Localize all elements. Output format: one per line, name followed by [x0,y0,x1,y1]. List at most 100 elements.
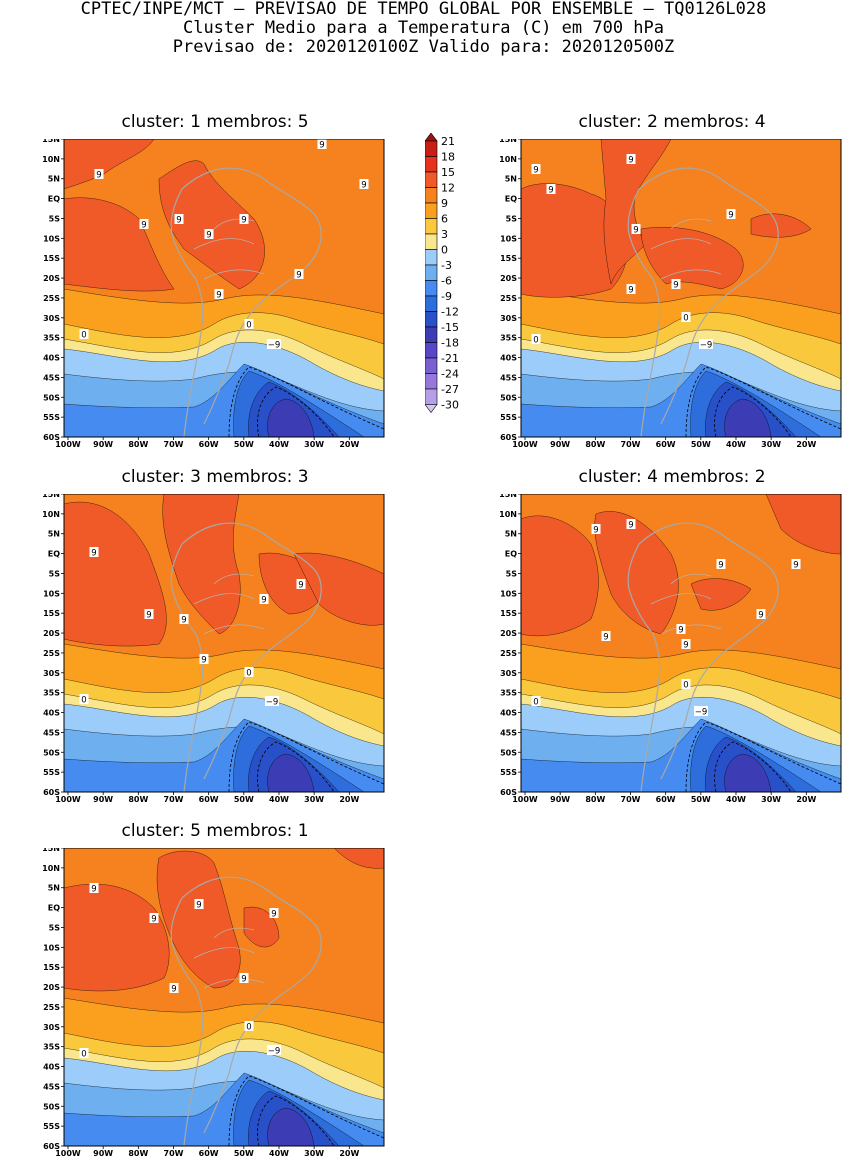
svg-text:9: 9 [216,291,221,301]
lat-tick-label: 15N [42,848,60,853]
lon-tick-label: 20W [339,1149,359,1158]
contour-label-9: 9 [89,883,99,895]
contour-label-9: 9 [149,913,159,925]
temperature-band [724,398,772,437]
svg-text:9: 9 [603,633,608,643]
lat-tick-label: 30S [43,314,60,323]
lat-tick-label: 55S [43,768,60,777]
panel-title: cluster: 1 membros: 5 [121,112,309,132]
panel-title: cluster: 5 membros: 1 [121,821,309,841]
lat-tick-label: 15N [42,494,60,499]
svg-text:9: 9 [728,211,733,221]
svg-text:0: 0 [246,1023,251,1033]
lat-tick-label: 5S [49,923,61,932]
svg-text:0: 0 [683,681,688,691]
svg-text:9: 9 [361,181,366,191]
colorbar-swatch [424,187,438,204]
svg-text:0: 0 [81,331,86,341]
svg-text:9: 9 [96,171,101,181]
lat-tick-label: 45S [43,1082,60,1091]
lon-tick-label: 40W [269,440,289,449]
svg-text:−9: −9 [700,341,713,351]
colorbar-swatch [424,202,438,219]
coastline-east [181,167,322,425]
svg-text:9: 9 [181,616,186,626]
svg-text:9: 9 [548,186,553,196]
contour-label-9: 9 [676,624,686,636]
contour-label-9: 9 [89,547,99,559]
lat-tick-label: 55S [43,413,60,422]
contour-label-9: 9 [791,559,801,571]
temperature-map: 9 9 9 9 9 9 0 0 −9 15N 10N 5N EQ 5S 10S 15S 20S 25S 30S 35S… [40,494,390,804]
lon-tick-label: 90W [93,440,113,449]
contour-label-9: 9 [94,169,104,181]
lat-tick-label: 45S [43,373,60,382]
colorbar-swatch [424,311,438,328]
lat-tick-label: 10N [499,155,517,164]
contour-label-9: 9 [239,214,249,226]
svg-text:9: 9 [533,166,538,176]
svg-text:9: 9 [196,901,201,911]
warm-region [293,552,384,626]
lon-tick-label: 50W [234,795,254,804]
contour-label-0: 0 [681,312,691,324]
lat-tick-label: 60S [500,433,517,442]
colorbar-level-label: -27 [441,383,459,396]
colorbar-level-label: -21 [441,352,459,365]
lat-tick-label: 10N [42,510,60,519]
colorbar-level-label: 21 [441,135,455,148]
lon-tick-label: 70W [164,440,184,449]
lon-tick-label: 40W [269,1149,289,1158]
contour-label-0: 0 [244,319,254,331]
warm-region [156,850,241,989]
colorbar-level-label: -24 [441,368,459,381]
warm-region [750,213,812,238]
lon-tick-label: 20W [796,440,816,449]
svg-text:9: 9 [593,526,598,536]
svg-text:9: 9 [683,641,688,651]
lat-tick-label: 15S [500,609,517,618]
contour-minus-9 [685,721,841,792]
colorbar-swatch [424,233,438,250]
lat-tick-label: EQ [505,550,517,559]
colorbar-swatch [424,295,438,312]
svg-text:9: 9 [628,521,633,531]
lat-tick-label: 40S [500,709,517,718]
plot-frame [63,848,385,1147]
warm-region [158,160,265,290]
lon-tick-label: 60W [199,795,219,804]
colorbar-swatch [424,326,438,343]
contour-label-9: 9 [296,579,306,591]
lon-tick-label: 30W [761,795,781,804]
colorbar-level-label: 6 [441,213,448,226]
contour-label-0: 0 [79,329,89,341]
lon-tick-label: 80W [585,440,605,449]
coastline-east [638,167,779,425]
svg-text:9: 9 [146,611,151,621]
temperature-colorbar: 21 18 15 12 9 6 3 0 -3 -6 -9 -12 -15 -18 -21 -24 -27 -30 [424,132,475,443]
temperature-band [724,753,772,792]
header-line-3: Previsao de: 2020120100Z Valido para: 20… [172,37,675,57]
lat-tick-label: 30S [500,314,517,323]
lat-tick-label: 30S [43,1023,60,1032]
lat-tick-label: 5N [48,884,60,893]
contour-label-9: 9 [214,289,224,301]
contour-label-9: 9 [546,184,556,196]
country-borders [650,573,722,635]
svg-text:9: 9 [673,281,678,291]
svg-text:9: 9 [241,216,246,226]
lat-tick-label: 50S [500,393,517,402]
colorbar-swatch [424,156,438,173]
figure-header: CPTEC/INPE/MCT – PREVISAO DE TEMPO GLOBA… [0,0,847,57]
contour-label-0: 0 [244,667,254,679]
lat-tick-label: 10S [43,589,60,598]
lat-tick-label: 25S [43,649,60,658]
lon-tick-label: 90W [550,440,570,449]
lat-tick-label: 10N [42,864,60,873]
contour-minus-9 [228,366,384,437]
contour-minus-12 [714,741,792,792]
plot-frame [63,139,385,438]
colorbar-bottom-arrow [424,404,438,413]
contour-label-9: 9 [359,179,369,191]
lat-tick-label: 55S [500,413,517,422]
